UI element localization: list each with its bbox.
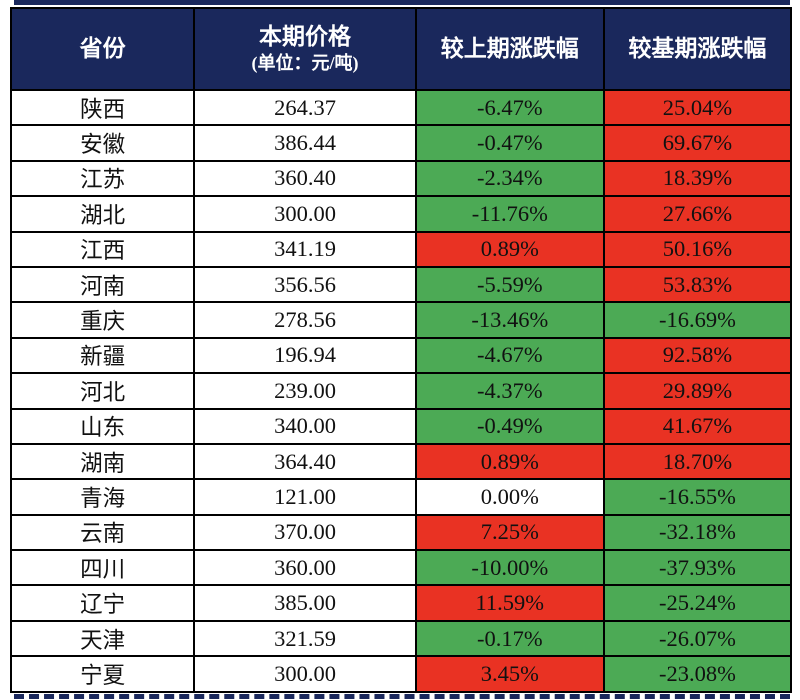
chg-base-cell: 53.83% bbox=[602, 265, 793, 304]
table-header: 省份 本期价格 (单位：元/吨) 较上期涨跌幅 较基期涨跌幅 bbox=[9, 7, 793, 91]
table-row: 辽宁 385.00 11.59% -25.24% bbox=[9, 584, 793, 622]
province-cell: 湖南 bbox=[9, 442, 196, 481]
table-row: 湖南 364.40 0.89% 18.70% bbox=[9, 442, 793, 481]
province-cell: 重庆 bbox=[9, 301, 196, 339]
price-cell: 386.44 bbox=[193, 124, 417, 162]
table-body: 陕西 264.37 -6.47% 25.04% 安徽 386.44 -0.47%… bbox=[9, 88, 793, 693]
cropped-row-above-strip bbox=[14, 0, 790, 5]
chg-prev-cell: -10.00% bbox=[414, 549, 605, 587]
province-cell: 天津 bbox=[9, 619, 196, 658]
price-cell: 360.40 bbox=[193, 159, 417, 198]
chg-prev-cell: -13.46% bbox=[414, 301, 605, 339]
chg-prev-cell: -4.37% bbox=[414, 372, 605, 410]
province-cell: 山东 bbox=[9, 407, 196, 445]
price-cell: 196.94 bbox=[193, 336, 417, 375]
chg-prev-cell: 0.89% bbox=[414, 230, 605, 268]
price-cell: 364.40 bbox=[193, 442, 417, 481]
chg-base-cell: -37.93% bbox=[602, 549, 793, 587]
chg-prev-cell: -2.34% bbox=[414, 159, 605, 198]
table-row: 天津 321.59 -0.17% -26.07% bbox=[9, 619, 793, 658]
chg-prev-cell: -11.76% bbox=[414, 195, 605, 233]
table-row: 宁夏 300.00 3.45% -23.08% bbox=[9, 655, 793, 693]
header-chg-prev: 较上期涨跌幅 bbox=[414, 7, 605, 91]
price-cell: 340.00 bbox=[193, 407, 417, 445]
province-cell: 青海 bbox=[9, 478, 196, 516]
chg-prev-cell: -0.17% bbox=[414, 619, 605, 658]
table-row: 青海 121.00 0.00% -16.55% bbox=[9, 478, 793, 516]
chg-base-cell: 25.04% bbox=[602, 88, 793, 127]
table-row: 云南 370.00 7.25% -32.18% bbox=[9, 513, 793, 552]
table-row: 河南 356.56 -5.59% 53.83% bbox=[9, 265, 793, 304]
province-cell: 河南 bbox=[9, 265, 196, 304]
header-price-unit: (单位：元/吨) bbox=[251, 53, 359, 74]
table-row: 陕西 264.37 -6.47% 25.04% bbox=[9, 88, 793, 127]
table-row: 安徽 386.44 -0.47% 69.67% bbox=[9, 124, 793, 162]
header-chg-base: 较基期涨跌幅 bbox=[602, 7, 793, 91]
chg-prev-cell: -4.67% bbox=[414, 336, 605, 375]
chg-base-cell: 41.67% bbox=[602, 407, 793, 445]
chg-prev-cell: 7.25% bbox=[414, 513, 605, 552]
price-cell: 121.00 bbox=[193, 478, 417, 516]
chg-base-cell: 18.39% bbox=[602, 159, 793, 198]
price-cell: 321.59 bbox=[193, 619, 417, 658]
chg-base-cell: -32.18% bbox=[602, 513, 793, 552]
chg-base-cell: -26.07% bbox=[602, 619, 793, 658]
price-cell: 341.19 bbox=[193, 230, 417, 268]
chg-base-cell: 18.70% bbox=[602, 442, 793, 481]
province-cell: 云南 bbox=[9, 513, 196, 552]
header-price-label: 本期价格 bbox=[259, 24, 352, 50]
province-price-table: 省份 本期价格 (单位：元/吨) 较上期涨跌幅 较基期涨跌幅 陕西 264.37… bbox=[9, 7, 793, 693]
price-cell: 356.56 bbox=[193, 265, 417, 304]
chg-prev-cell: 0.00% bbox=[414, 478, 605, 516]
table-row: 重庆 278.56 -13.46% -16.69% bbox=[9, 301, 793, 339]
table-row: 新疆 196.94 -4.67% 92.58% bbox=[9, 336, 793, 375]
table-row: 湖北 300.00 -11.76% 27.66% bbox=[9, 195, 793, 233]
chg-base-cell: 92.58% bbox=[602, 336, 793, 375]
price-cell: 300.00 bbox=[193, 195, 417, 233]
price-cell: 278.56 bbox=[193, 301, 417, 339]
chg-prev-cell: 3.45% bbox=[414, 655, 605, 693]
chg-base-cell: 27.66% bbox=[602, 195, 793, 233]
province-cell: 江苏 bbox=[9, 159, 196, 198]
header-price: 本期价格 (单位：元/吨) bbox=[193, 7, 417, 91]
province-cell: 安徽 bbox=[9, 124, 196, 162]
chg-base-cell: -25.24% bbox=[602, 584, 793, 622]
price-cell: 264.37 bbox=[193, 88, 417, 127]
province-cell: 陕西 bbox=[9, 88, 196, 127]
table-row: 四川 360.00 -10.00% -37.93% bbox=[9, 549, 793, 587]
chg-prev-cell: -6.47% bbox=[414, 88, 605, 127]
province-cell: 四川 bbox=[9, 549, 196, 587]
chg-base-cell: 50.16% bbox=[602, 230, 793, 268]
chg-prev-cell: 0.89% bbox=[414, 442, 605, 481]
chg-prev-cell: -0.47% bbox=[414, 124, 605, 162]
province-cell: 宁夏 bbox=[9, 655, 196, 693]
province-cell: 新疆 bbox=[9, 336, 196, 375]
chg-base-cell: 29.89% bbox=[602, 372, 793, 410]
header-province: 省份 bbox=[9, 7, 196, 91]
price-cell: 385.00 bbox=[193, 584, 417, 622]
price-cell: 239.00 bbox=[193, 372, 417, 410]
chg-prev-cell: -0.49% bbox=[414, 407, 605, 445]
table-row: 山东 340.00 -0.49% 41.67% bbox=[9, 407, 793, 445]
chg-base-cell: -16.55% bbox=[602, 478, 793, 516]
province-cell: 辽宁 bbox=[9, 584, 196, 622]
price-cell: 360.00 bbox=[193, 549, 417, 587]
table-row: 河北 239.00 -4.37% 29.89% bbox=[9, 372, 793, 410]
chg-base-cell: -16.69% bbox=[602, 301, 793, 339]
province-cell: 河北 bbox=[9, 372, 196, 410]
province-cell: 湖北 bbox=[9, 195, 196, 233]
chg-prev-cell: -5.59% bbox=[414, 265, 605, 304]
table-row: 江苏 360.40 -2.34% 18.39% bbox=[9, 159, 793, 198]
table-row: 江西 341.19 0.89% 50.16% bbox=[9, 230, 793, 268]
price-cell: 300.00 bbox=[193, 655, 417, 693]
chg-base-cell: 69.67% bbox=[602, 124, 793, 162]
chg-prev-cell: 11.59% bbox=[414, 584, 605, 622]
cropped-row-below-dashed-line bbox=[14, 694, 790, 699]
province-cell: 江西 bbox=[9, 230, 196, 268]
price-cell: 370.00 bbox=[193, 513, 417, 552]
chg-base-cell: -23.08% bbox=[602, 655, 793, 693]
